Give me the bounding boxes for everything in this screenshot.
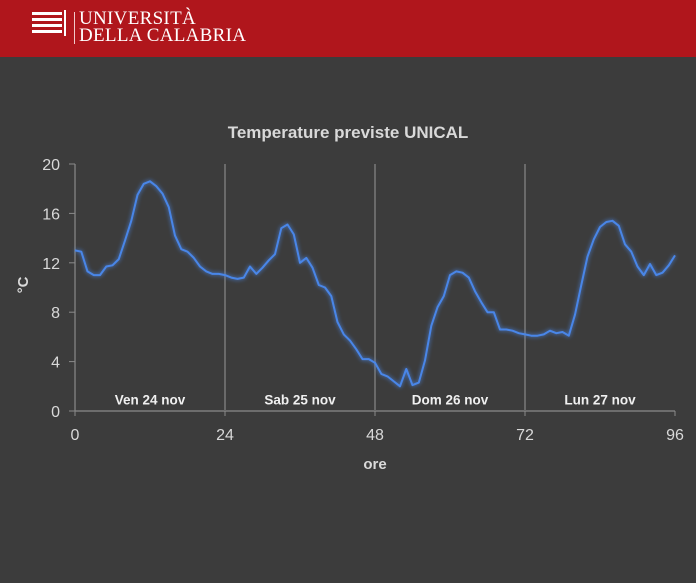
brand-name: UNIVERSITÀ DELLA CALABRIA	[79, 8, 247, 46]
x-tick-label: 48	[366, 427, 384, 444]
y-tick-label: 4	[51, 355, 60, 372]
header-bar: UNIVERSITÀ DELLA CALABRIA	[0, 0, 696, 57]
y-tick-label: 0	[51, 404, 60, 421]
x-tick-label: 72	[516, 427, 534, 444]
day-separators	[224, 164, 526, 411]
chart-title: Temperature previste UNICAL	[228, 123, 469, 142]
y-tick-label: 12	[42, 256, 60, 273]
y-axis-label: °C	[15, 276, 32, 293]
temperature-chart: Temperature previste UNICAL °C ore 04812…	[15, 123, 684, 473]
y-tick-label: 8	[51, 305, 60, 322]
y-tick-label: 16	[42, 206, 60, 223]
day-labels: Ven 24 nov Sab 25 nov Dom 26 nov Lun 27 nov	[115, 392, 636, 407]
brand-line1: UNIVERSITÀ	[79, 8, 196, 29]
brand-line2: DELLA CALABRIA	[79, 25, 247, 46]
temperature-series-line	[74, 180, 676, 388]
chart-series	[74, 180, 676, 388]
day-label: Dom 26 nov	[412, 392, 489, 407]
x-tick-label: 0	[71, 427, 80, 444]
x-tick-label: 96	[666, 427, 684, 444]
y-tick-label: 20	[42, 157, 60, 174]
x-axis-label: ore	[363, 456, 386, 473]
x-tick-label: 24	[216, 427, 234, 444]
day-label: Ven 24 nov	[115, 392, 186, 407]
day-label: Lun 27 nov	[564, 392, 636, 407]
unical-logo-icon	[32, 10, 68, 38]
brand-divider	[74, 12, 75, 44]
day-label: Sab 25 nov	[264, 392, 336, 407]
